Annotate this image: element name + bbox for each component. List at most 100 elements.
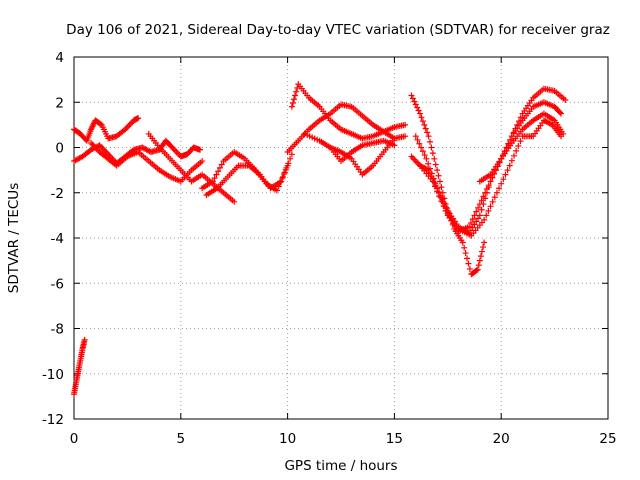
data-point xyxy=(562,96,569,103)
data-point-interp xyxy=(425,160,432,167)
data-point-interp xyxy=(498,180,505,187)
data-point-interp xyxy=(428,170,435,177)
series-arc-a xyxy=(71,115,142,144)
data-point xyxy=(558,110,565,117)
data-point xyxy=(402,121,409,128)
data-point-interp xyxy=(487,203,494,210)
data-point xyxy=(459,239,466,246)
data-point-interp xyxy=(511,152,518,159)
data-point-interp xyxy=(478,197,485,204)
data-point-interp xyxy=(279,175,286,182)
data-point-interp xyxy=(414,136,421,143)
series-early-drop xyxy=(71,336,88,398)
data-point-interp xyxy=(431,183,438,190)
data-point xyxy=(197,146,204,153)
y-tick-label: -12 xyxy=(42,412,64,428)
data-point-interp xyxy=(491,194,498,201)
data-point-interp xyxy=(507,136,514,143)
data-point-interp xyxy=(421,152,428,159)
data-point xyxy=(81,336,88,343)
series-arc-i xyxy=(301,130,409,178)
data-point-interp xyxy=(431,155,438,162)
data-point xyxy=(408,92,415,99)
data-point xyxy=(481,216,488,223)
grid xyxy=(74,57,608,419)
data-point-interp xyxy=(418,144,425,151)
data-point-interp xyxy=(439,198,446,205)
data-point-interp xyxy=(416,140,423,147)
data-point-interp xyxy=(471,221,478,228)
data-point-interp xyxy=(97,121,104,128)
y-tick-label: 0 xyxy=(55,141,64,157)
data-point-interp xyxy=(435,172,442,179)
data-point-interp xyxy=(440,202,447,209)
data-point xyxy=(434,167,441,174)
y-tick-label: -6 xyxy=(51,276,64,292)
y-tick-label: 4 xyxy=(55,50,64,66)
data-point-interp xyxy=(478,248,485,255)
y-tick-label: -2 xyxy=(51,186,64,202)
chart-title: Day 106 of 2021, Sidereal Day-to-day VTE… xyxy=(66,22,610,38)
data-point-interp xyxy=(469,216,476,223)
data-point-interp xyxy=(517,114,524,121)
data-point-interp xyxy=(466,265,473,272)
y-axis-label: SDTVAR / TECUs xyxy=(6,183,22,293)
data-point-interp xyxy=(215,168,222,175)
data-point xyxy=(278,178,285,185)
data-point-interp xyxy=(283,164,290,171)
data-point xyxy=(391,142,398,149)
y-tick-label: -10 xyxy=(42,367,64,383)
data-point xyxy=(417,110,424,117)
data-point xyxy=(476,201,483,208)
data-point-interp xyxy=(515,142,522,149)
data-point xyxy=(209,178,216,185)
data-point-interp xyxy=(415,107,422,114)
data-point-interp xyxy=(504,167,511,174)
data-point-interp xyxy=(292,92,299,99)
data-point-interp xyxy=(446,213,453,220)
data-point xyxy=(273,187,280,194)
data-point-interp xyxy=(421,121,428,128)
x-tick-label: 10 xyxy=(279,431,296,447)
x-tick-label: 5 xyxy=(177,431,186,447)
data-point-interp xyxy=(419,118,426,125)
data-point xyxy=(481,239,488,246)
data-point-interp xyxy=(475,215,482,222)
data-point-interp xyxy=(462,250,469,257)
data-point-interp xyxy=(475,262,482,269)
data-point-interp xyxy=(461,244,468,251)
data-point xyxy=(135,115,142,122)
x-axis-label: GPS time / hours xyxy=(284,458,397,474)
data-point-interp xyxy=(291,96,298,103)
data-point-interp xyxy=(480,193,487,200)
data-point xyxy=(288,151,295,158)
data-point-interp xyxy=(211,175,218,182)
data-point-interp xyxy=(473,218,480,225)
y-tick-label: -8 xyxy=(51,322,64,338)
data-point-interp xyxy=(213,171,220,178)
data-point-interp xyxy=(496,185,503,192)
data-point-interp xyxy=(424,129,431,136)
data-point xyxy=(476,212,483,219)
data-point-interp xyxy=(438,184,445,191)
series-arc-o xyxy=(476,110,567,185)
x-tick-label: 20 xyxy=(493,431,510,447)
x-tick-label: 15 xyxy=(386,431,403,447)
data-point-interp xyxy=(483,212,490,219)
data-point-interp xyxy=(556,109,563,116)
data-point-interp xyxy=(473,208,480,215)
data-point-interp xyxy=(285,160,292,167)
data-point-interp xyxy=(438,198,445,205)
data-point-interp xyxy=(418,114,425,121)
data-point-interp xyxy=(482,189,489,196)
data-point-interp xyxy=(427,138,433,145)
data-point-interp xyxy=(451,219,458,226)
data-point-interp xyxy=(480,244,487,251)
data-point-interp xyxy=(289,100,296,107)
data-point-interp xyxy=(419,148,426,155)
data-point-interp xyxy=(449,216,456,223)
data-point xyxy=(423,155,430,162)
data-point-interp xyxy=(489,174,496,181)
data-point-interp xyxy=(436,193,443,200)
